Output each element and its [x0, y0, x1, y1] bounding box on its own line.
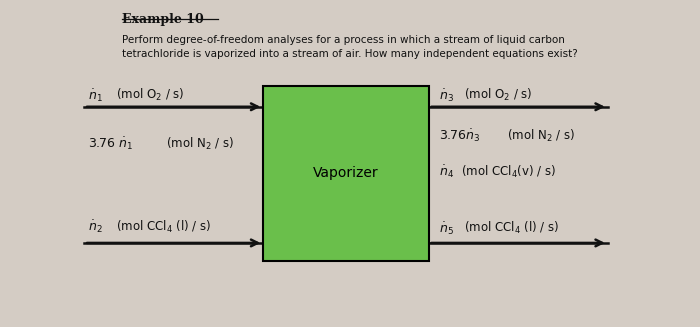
- Text: $\!\left(\mathrm{mol\ CCl_4\ (l)\ /\ s}\right)$: $\!\left(\mathrm{mol\ CCl_4\ (l)\ /\ s}\…: [465, 220, 559, 236]
- Text: tetrachloride is vaporized into a stream of air. How many independent equations : tetrachloride is vaporized into a stream…: [122, 49, 578, 59]
- Text: $3.76\ \dot{n}_1$: $3.76\ \dot{n}_1$: [88, 136, 133, 152]
- Text: $\!\left(\mathrm{mol\ N_2\ /\ s}\right)$: $\!\left(\mathrm{mol\ N_2\ /\ s}\right)$: [508, 128, 575, 144]
- Text: $\dot{n}_3$: $\dot{n}_3$: [439, 87, 454, 104]
- Text: $\dot{n}_4$: $\dot{n}_4$: [439, 163, 454, 180]
- Text: $\!\left(\mathrm{mol\ O_2\ /\ s}\right)$: $\!\left(\mathrm{mol\ O_2\ /\ s}\right)$: [465, 87, 533, 103]
- Text: $\!\left(\mathrm{mol\ CCl_4(v)\ /\ s}\right)$: $\!\left(\mathrm{mol\ CCl_4(v)\ /\ s}\ri…: [462, 164, 556, 180]
- Text: $\!\left(\mathrm{mol\ O_2\ /\ s}\right)$: $\!\left(\mathrm{mol\ O_2\ /\ s}\right)$: [117, 87, 185, 103]
- Text: Example 10: Example 10: [122, 13, 204, 26]
- Text: $\dot{n}_2$: $\dot{n}_2$: [88, 218, 102, 235]
- Text: Perform degree-of-freedom analyses for a process in which a stream of liquid car: Perform degree-of-freedom analyses for a…: [122, 35, 565, 45]
- Text: $\dot{n}_5$: $\dot{n}_5$: [439, 220, 454, 237]
- Text: $\!\left(\mathrm{mol\ CCl_4\ (l)\ /\ s}\right)$: $\!\left(\mathrm{mol\ CCl_4\ (l)\ /\ s}\…: [117, 219, 211, 235]
- Text: $3.76\dot{n}_3$: $3.76\dot{n}_3$: [439, 128, 481, 144]
- Text: Vaporizer: Vaporizer: [313, 166, 379, 180]
- Text: $\dot{n}_1$: $\dot{n}_1$: [88, 87, 102, 104]
- FancyBboxPatch shape: [263, 86, 428, 261]
- Text: $\!\left(\mathrm{mol\ N_2\ /\ s}\right)$: $\!\left(\mathrm{mol\ N_2\ /\ s}\right)$: [167, 136, 234, 152]
